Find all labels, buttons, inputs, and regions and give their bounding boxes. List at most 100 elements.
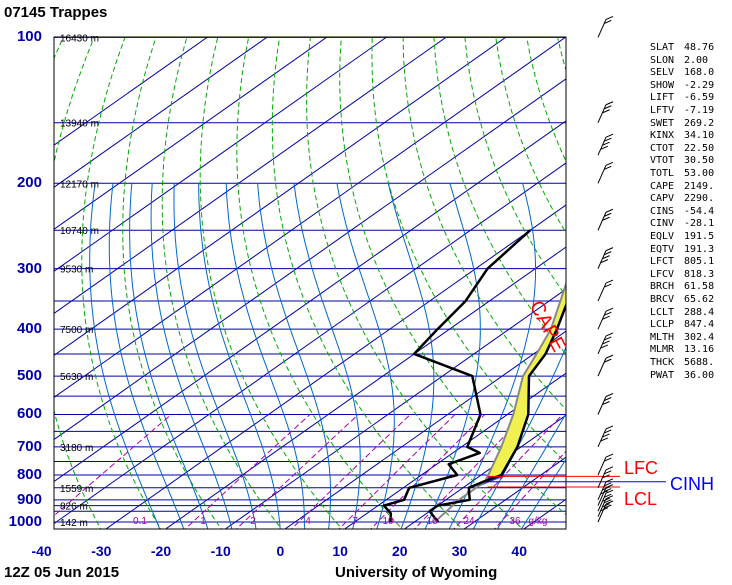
barb-flag	[604, 493, 612, 498]
wind-barb	[597, 466, 614, 488]
dry-adiabat	[495, 37, 566, 234]
moist-adiabat	[89, 183, 161, 529]
wind-barb	[597, 478, 614, 501]
wind-barb	[597, 101, 614, 123]
barb-flag	[604, 165, 612, 170]
mixing-ratio-label: 7	[352, 516, 358, 527]
barb-flag	[605, 500, 614, 505]
wind-barb	[597, 393, 614, 415]
index-row: EQTV 191.3	[650, 244, 714, 256]
temperature-tick-label: 10	[332, 543, 348, 559]
index-value: 36.00	[684, 369, 715, 381]
mixing-ratio-label: 0.1	[133, 516, 147, 527]
mixing-ratio-line	[290, 414, 411, 529]
mixing-ratio-line	[338, 414, 456, 529]
barb-flag	[604, 499, 612, 504]
index-row: EQLV 191.5	[650, 231, 714, 243]
lfc-label: LFC	[624, 458, 659, 478]
cinh-label: CINH	[670, 474, 714, 494]
barb-staff	[597, 19, 607, 38]
wind-barb	[597, 484, 614, 506]
mixing-ratio-label: 16	[426, 516, 438, 527]
moist-adiabat	[520, 458, 566, 529]
moist-adiabat	[173, 183, 257, 529]
index-value: 191.3	[684, 243, 715, 255]
index-key: LIFT	[650, 92, 675, 104]
barb-flag	[604, 137, 612, 142]
barb-staff	[597, 282, 607, 302]
pressure-tick-label: 700	[16, 437, 42, 455]
index-key: CINS	[650, 205, 675, 217]
barb-flag	[602, 340, 610, 345]
barb-flag	[605, 247, 614, 252]
index-key: CTOT	[650, 142, 675, 154]
index-row: PWAT 36.00	[650, 370, 714, 382]
barb-flag	[604, 358, 612, 363]
dry-adiabat	[271, 37, 464, 529]
wind-barb	[597, 495, 614, 517]
barb-staff	[597, 396, 607, 415]
barb-flag	[602, 503, 610, 508]
barb-flag	[605, 495, 614, 500]
barb-staff	[597, 357, 607, 377]
height-label: 142 m	[60, 518, 88, 529]
mixing-ratio-line	[370, 414, 486, 529]
index-key: CAPV	[650, 193, 675, 205]
mixing-ratio-label: 1	[200, 516, 206, 527]
height-label: 10740 m	[60, 226, 99, 237]
index-value: 805.1	[684, 256, 715, 268]
plot-frame	[53, 36, 567, 530]
index-value: -2.29	[684, 79, 715, 91]
index-row: SLAT 48.76	[650, 42, 714, 54]
index-value: -6.59	[684, 92, 715, 104]
wind-barb	[597, 15, 614, 38]
index-value: 168.0	[684, 67, 715, 79]
temperature-profile	[428, 302, 566, 523]
index-key: VTOT	[650, 155, 675, 167]
index-key: LCLP	[650, 319, 675, 331]
mixing-ratio-label: 24	[463, 516, 475, 527]
index-row: LCLP 847.4	[650, 319, 714, 331]
index-row: LFCV 818.3	[650, 269, 714, 281]
index-value: 847.4	[684, 319, 715, 331]
barb-flag	[600, 507, 609, 512]
cape-area	[487, 284, 566, 477]
barb-flag	[604, 488, 612, 493]
barb-flag	[602, 401, 610, 405]
observation-time: 12Z 05 Jun 2015	[4, 564, 120, 581]
index-value: 22.50	[684, 142, 715, 154]
dry-adiabat	[433, 37, 566, 355]
index-value: 288.4	[684, 306, 715, 318]
pressure-tick-label: 1000	[8, 513, 42, 530]
moist-adiabat	[496, 412, 566, 529]
moist-adiabat	[336, 183, 395, 529]
index-key: SLON	[650, 54, 675, 66]
moist-adiabat	[293, 183, 361, 529]
moist-adiabat	[198, 183, 281, 529]
pressure-tick-label: 300	[16, 259, 42, 277]
index-key: BRCH	[650, 281, 675, 293]
barb-flag	[602, 315, 610, 320]
barb-staff	[597, 335, 607, 355]
lcl-label: LCL	[624, 489, 658, 509]
barb-flag	[604, 429, 612, 434]
mixing-ratio-label: g/kg	[529, 516, 548, 527]
index-key: LCLT	[650, 306, 675, 318]
barb-flag	[604, 311, 612, 316]
index-row: MLTH 302.4	[650, 332, 714, 344]
height-label: 9530 m	[60, 265, 93, 276]
moist-adiabat	[150, 183, 233, 529]
index-key: CINV	[650, 218, 675, 230]
wind-barb	[597, 332, 614, 355]
barb-flag	[605, 354, 614, 359]
index-value: 2.00	[684, 54, 709, 66]
index-value: 5688.	[684, 357, 715, 368]
index-key: SLAT	[650, 42, 675, 53]
dry-adiabat	[81, 37, 162, 529]
isotherm-line	[54, 78, 566, 441]
pressure-tick-label: 500	[16, 367, 42, 385]
index-key: SHOW	[650, 79, 675, 91]
moist-adiabat	[387, 183, 435, 529]
barb-staff	[597, 104, 607, 123]
barb-flag	[604, 19, 612, 24]
